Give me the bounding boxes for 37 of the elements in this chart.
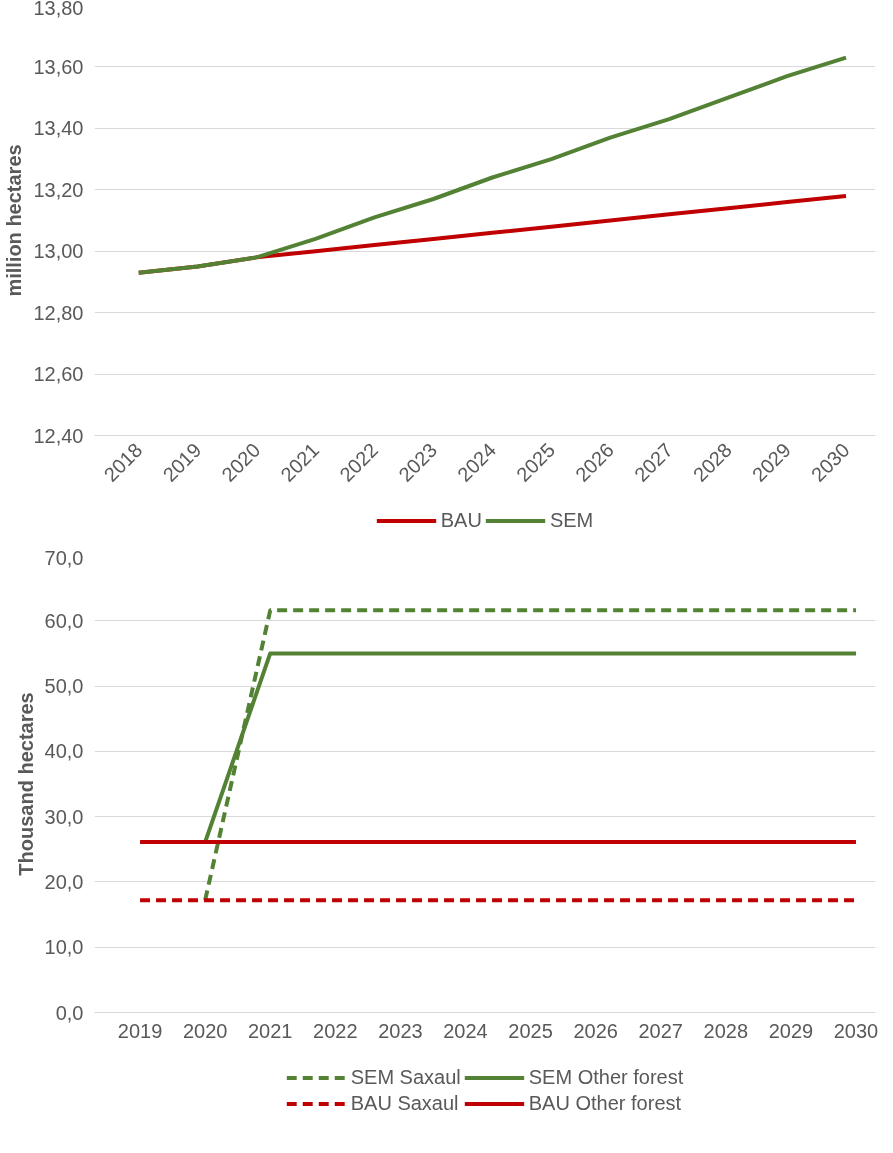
legend-label: SEM [549,508,594,532]
x-tick-label: 2024 [443,1019,488,1042]
x-tick-label: 2029 [768,1019,814,1042]
x-tick-label: 2030 [833,1019,879,1042]
y-tick-label: 30,0 [44,805,84,828]
y-tick-label: 13,20 [33,178,84,201]
y-tick-label: 12,80 [33,301,84,324]
x-tick-label: 2021 [247,1019,293,1042]
y-tick-label: 13,80 [33,0,84,19]
y-tick-label: 10,0 [44,936,84,959]
x-tick-label: 2026 [573,1019,618,1042]
legend-label: BAU [440,508,482,532]
legend-label: SEM Other forest [528,1065,684,1089]
y-tick-label: 13,60 [33,55,84,78]
y-tick-label: 12,60 [33,363,84,386]
y-tick-label: 13,00 [33,240,84,263]
legend-label: BAU Other forest [528,1091,682,1115]
y-tick-label: 70,0 [44,546,84,569]
y-axis-title: Thousand hectares [14,692,37,876]
y-axis-title: million hectares [3,144,26,297]
y-tick-label: 20,0 [44,870,84,893]
x-tick-label: 2019 [117,1019,163,1042]
y-tick-label: 0,0 [55,1001,84,1024]
x-tick-label: 2027 [638,1019,683,1042]
x-tick-label: 2023 [378,1019,423,1042]
line-series [136,55,849,275]
y-tick-label: 50,0 [44,675,84,698]
x-tick-label: 2028 [703,1019,749,1042]
y-tick-label: 40,0 [44,740,84,763]
x-tick-label: 2025 [508,1019,553,1042]
y-tick-label: 60,0 [44,609,84,632]
y-tick-label: 13,40 [33,117,84,140]
y-tick-label: 12,40 [33,424,84,447]
x-tick-label: 2022 [313,1019,358,1042]
legend-label: SEM Saxaul [350,1065,461,1089]
x-tick-label: 2020 [182,1019,228,1042]
legend-label: BAU Saxaul [350,1091,459,1115]
